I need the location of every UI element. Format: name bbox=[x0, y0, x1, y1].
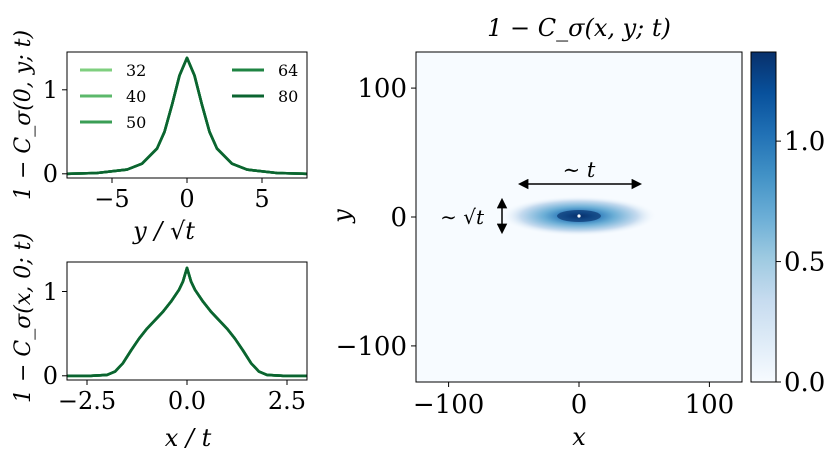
x-tick-label: 100 bbox=[685, 390, 735, 420]
legend: 32 40 50 64 80 bbox=[80, 61, 298, 132]
x-tick-label: −2.5 bbox=[58, 387, 116, 415]
series-line-64 bbox=[67, 266, 307, 378]
heatmap-panel: 1 − C_σ(x, y; t) −100 0 100 100 0 −100 x y ∼ … bbox=[328, 14, 743, 451]
colorbar-gradient bbox=[750, 51, 777, 383]
series-line-50 bbox=[67, 266, 307, 378]
panel-b-plot-area bbox=[67, 266, 307, 378]
panel-a-xlabel: y / √t bbox=[132, 217, 195, 245]
panel-b-ylabel: 1 − C_σ(x, 0; t) bbox=[11, 233, 36, 403]
heatmap-image bbox=[416, 52, 742, 382]
panel-a-ticks: −5 0 501 bbox=[43, 76, 270, 213]
x-tick-label: −100 bbox=[413, 390, 484, 420]
panel-b-ticks: −2.5 0.0 2.5 0 1 bbox=[43, 278, 306, 415]
x-tick-label: 0 bbox=[571, 390, 588, 420]
series-line-32 bbox=[67, 56, 307, 176]
panel-b-xlabel: x / t bbox=[165, 424, 212, 452]
annotation-t: ∼ t bbox=[563, 158, 596, 182]
panel-a: −5 0 501 y / √t 1 − C_σ(0, y; t) 324050648… bbox=[11, 30, 308, 245]
y-tick-label: 0 bbox=[43, 362, 58, 390]
heatmap-ticks: −100 0 100 100 0 −100 bbox=[336, 74, 735, 420]
legend-label-32: 32 bbox=[126, 61, 146, 80]
series-line-50 bbox=[67, 56, 307, 176]
colorbar-ticks: 0.0 0.5 1.0 bbox=[776, 127, 825, 398]
series-line-80 bbox=[67, 266, 307, 378]
x-tick-label: 0.0 bbox=[168, 387, 206, 415]
heatmap-ylabel: y bbox=[328, 209, 356, 224]
series-line-40 bbox=[67, 266, 307, 378]
heatmap-title: 1 − C_σ(x, y; t) bbox=[487, 14, 671, 42]
series-line-40 bbox=[67, 56, 307, 176]
y-tick-label: −100 bbox=[336, 332, 407, 362]
colorbar-tick-label: 1.0 bbox=[784, 127, 825, 157]
y-tick-label: 0 bbox=[390, 203, 407, 233]
colorbar-tick-label: 0.5 bbox=[784, 248, 825, 278]
panel-a-ylabel: 1 − C_σ(0, y; t) bbox=[11, 30, 36, 200]
series-line-32 bbox=[67, 266, 307, 378]
legend-label-40: 40 bbox=[126, 87, 146, 106]
x-tick-label: 0 bbox=[179, 185, 194, 213]
heatmap-xlabel: x bbox=[572, 423, 586, 451]
y-tick-label: 1 bbox=[43, 76, 58, 104]
legend-label-64: 64 bbox=[278, 61, 298, 80]
annotation-sqrt-t: ∼ √t bbox=[440, 205, 485, 229]
x-tick-label: 5 bbox=[254, 185, 269, 213]
legend-label-50: 50 bbox=[126, 113, 146, 132]
x-tick-label: −5 bbox=[94, 185, 129, 213]
x-tick-label: 2.5 bbox=[268, 387, 306, 415]
colorbar: 0.0 0.5 1.0 bbox=[750, 51, 825, 398]
y-tick-label: 1 bbox=[43, 278, 58, 306]
colorbar-tick-label: 0.0 bbox=[784, 368, 825, 398]
y-tick-label: 100 bbox=[357, 74, 407, 104]
legend-label-80: 80 bbox=[278, 87, 298, 106]
panel-b-frame bbox=[66, 261, 308, 381]
panel-b: −2.5 0.0 2.5 0 1 x / t 1 − C_σ(x, 0; t) bbox=[11, 233, 308, 452]
panel-a-plot-area bbox=[67, 56, 307, 176]
heatmap-center-dot bbox=[577, 214, 581, 218]
series-line-80 bbox=[67, 56, 307, 176]
series-line-64 bbox=[67, 56, 307, 176]
y-tick-label: 0 bbox=[43, 160, 58, 188]
